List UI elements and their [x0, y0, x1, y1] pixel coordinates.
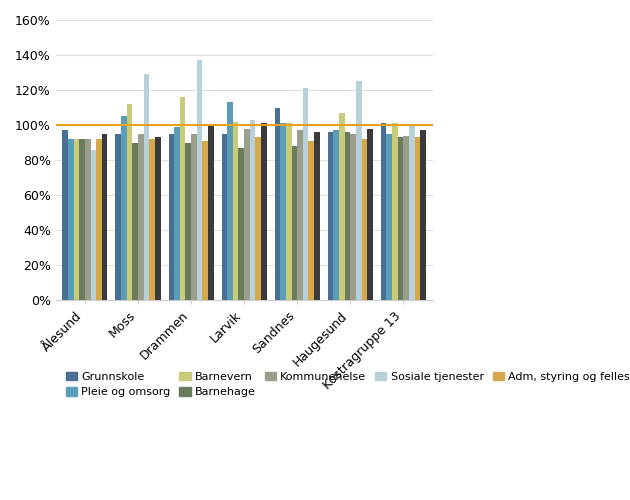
Bar: [356, 82, 362, 300]
Bar: [244, 128, 249, 300]
Bar: [309, 141, 314, 300]
Bar: [392, 124, 398, 300]
Bar: [261, 124, 266, 300]
Bar: [202, 141, 208, 300]
Bar: [85, 139, 91, 300]
Bar: [314, 132, 320, 300]
Bar: [292, 146, 297, 300]
Bar: [174, 127, 180, 300]
Bar: [149, 139, 155, 300]
Bar: [328, 132, 333, 300]
Bar: [74, 139, 79, 300]
Bar: [398, 138, 403, 300]
Bar: [339, 113, 345, 300]
Bar: [79, 139, 85, 300]
Bar: [185, 142, 191, 300]
Bar: [68, 139, 74, 300]
Bar: [345, 132, 350, 300]
Legend: Grunnskole, Pleie og omsorg, Barnevern, Barnehage, Kommunehelse, Sosiale tjenest: Grunnskole, Pleie og omsorg, Barnevern, …: [61, 368, 630, 402]
Bar: [415, 138, 420, 300]
Bar: [233, 122, 239, 300]
Bar: [197, 60, 202, 300]
Bar: [350, 134, 356, 300]
Bar: [138, 134, 144, 300]
Bar: [121, 116, 127, 300]
Bar: [227, 102, 233, 300]
Bar: [132, 142, 138, 300]
Bar: [115, 134, 121, 300]
Bar: [275, 108, 280, 300]
Bar: [381, 124, 386, 300]
Bar: [155, 138, 161, 300]
Bar: [367, 128, 373, 300]
Bar: [249, 120, 255, 300]
Bar: [96, 139, 102, 300]
Bar: [303, 88, 309, 300]
Bar: [180, 97, 185, 300]
Bar: [91, 150, 96, 300]
Bar: [255, 138, 261, 300]
Bar: [62, 130, 68, 300]
Bar: [144, 74, 149, 300]
Bar: [239, 148, 244, 300]
Bar: [420, 130, 426, 300]
Bar: [280, 124, 286, 300]
Bar: [286, 124, 292, 300]
Bar: [222, 134, 227, 300]
Bar: [297, 130, 303, 300]
Bar: [191, 134, 197, 300]
Bar: [386, 134, 392, 300]
Bar: [409, 125, 415, 300]
Bar: [403, 136, 409, 300]
Bar: [208, 125, 214, 300]
Bar: [168, 134, 174, 300]
Bar: [102, 134, 108, 300]
Bar: [333, 130, 339, 300]
Bar: [127, 104, 132, 300]
Bar: [362, 139, 367, 300]
